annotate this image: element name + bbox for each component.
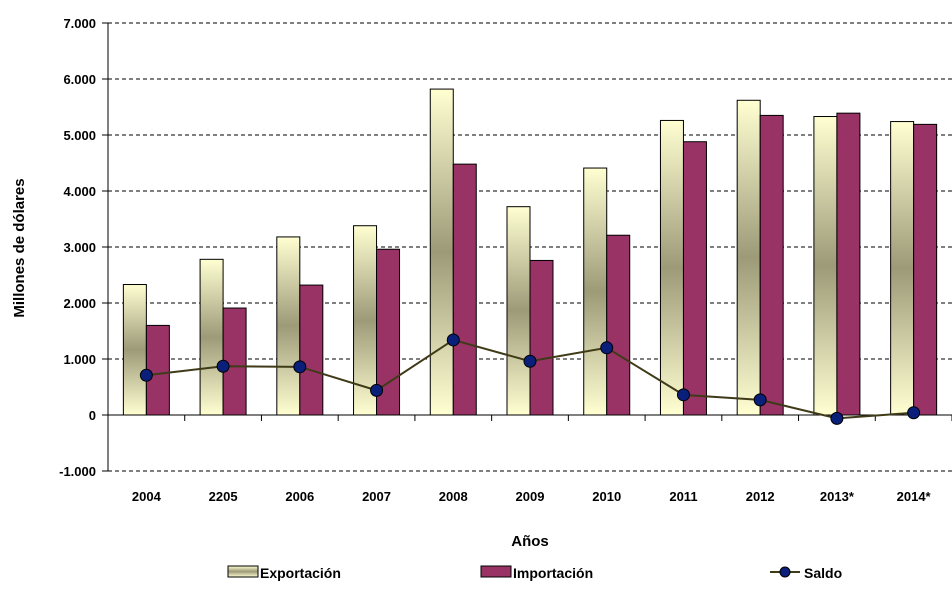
bar-importacion xyxy=(682,141,707,416)
bar-importacion xyxy=(452,163,477,416)
x-tick-label: 2008 xyxy=(439,489,468,504)
bars xyxy=(122,88,938,416)
saldo-marker xyxy=(216,359,230,373)
bar-exportacion xyxy=(813,116,838,416)
x-tick-label: 2006 xyxy=(285,489,314,504)
y-tick-label: 2.000 xyxy=(63,296,96,311)
tick-labels: -1.000 0 1.000 2.000 3.000 4.000 5.000 6.000 7.0… xyxy=(59,16,931,504)
bar-importacion xyxy=(836,112,861,416)
saldo-marker xyxy=(446,333,460,347)
saldo-marker xyxy=(753,393,767,407)
y-tick-label: -1.000 xyxy=(59,464,96,479)
legend-label-importacion: Importación xyxy=(513,565,593,581)
legend: Exportación Importación Saldo xyxy=(227,565,842,581)
saldo-marker xyxy=(370,383,384,397)
y-tick-label: 3.000 xyxy=(63,240,96,255)
legend-label-exportacion: Exportación xyxy=(260,565,341,581)
bar-importacion xyxy=(299,284,324,416)
legend-swatch-exportacion xyxy=(227,565,259,578)
x-tick-label: 2007 xyxy=(362,489,391,504)
x-tick-label: 2010 xyxy=(592,489,621,504)
x-tick-label: 2014* xyxy=(897,489,932,504)
saldo-line-series xyxy=(139,333,921,425)
x-tick-label: 2012 xyxy=(746,489,775,504)
y-tick-label: 4.000 xyxy=(63,184,96,199)
bar-exportacion xyxy=(659,119,684,416)
y-tick-label: 1.000 xyxy=(63,352,96,367)
x-tick-label: 2004 xyxy=(132,489,162,504)
y-tick-label: 7.000 xyxy=(63,16,96,31)
bar-importacion xyxy=(529,259,554,416)
bar-exportacion xyxy=(583,167,608,416)
saldo-marker xyxy=(676,388,690,402)
saldo-marker xyxy=(600,341,614,355)
legend-label-saldo: Saldo xyxy=(804,565,842,581)
saldo-marker xyxy=(293,360,307,374)
bar-exportacion xyxy=(199,258,224,416)
bar-exportacion xyxy=(506,206,531,416)
saldo-marker xyxy=(139,368,153,382)
legend-swatch-saldo-marker xyxy=(779,566,791,578)
x-tick-label: 2011 xyxy=(669,489,697,504)
bar-importacion xyxy=(376,248,401,416)
bar-exportacion xyxy=(276,236,301,416)
x-tick-label: 2205 xyxy=(209,489,238,504)
x-tick-label: 2013* xyxy=(820,489,855,504)
y-axis-title: Millones de dólares xyxy=(11,178,28,317)
bar-importacion xyxy=(913,123,938,416)
bar-exportacion xyxy=(429,88,454,416)
bar-exportacion xyxy=(122,284,147,416)
saldo-marker xyxy=(830,411,844,425)
y-tick-label: 6.000 xyxy=(63,72,96,87)
legend-swatch-importacion xyxy=(480,565,512,578)
x-axis-title: Años xyxy=(511,533,549,550)
saldo-marker xyxy=(907,406,921,420)
y-tick-label: 5.000 xyxy=(63,128,96,143)
bar-importacion xyxy=(759,114,784,416)
y-tick-label: 0 xyxy=(89,408,96,423)
bar-exportacion xyxy=(890,121,915,416)
saldo-marker xyxy=(523,354,537,368)
bar-exportacion xyxy=(736,99,761,416)
x-tick-label: 2009 xyxy=(516,489,545,504)
bar-importacion xyxy=(606,234,631,416)
